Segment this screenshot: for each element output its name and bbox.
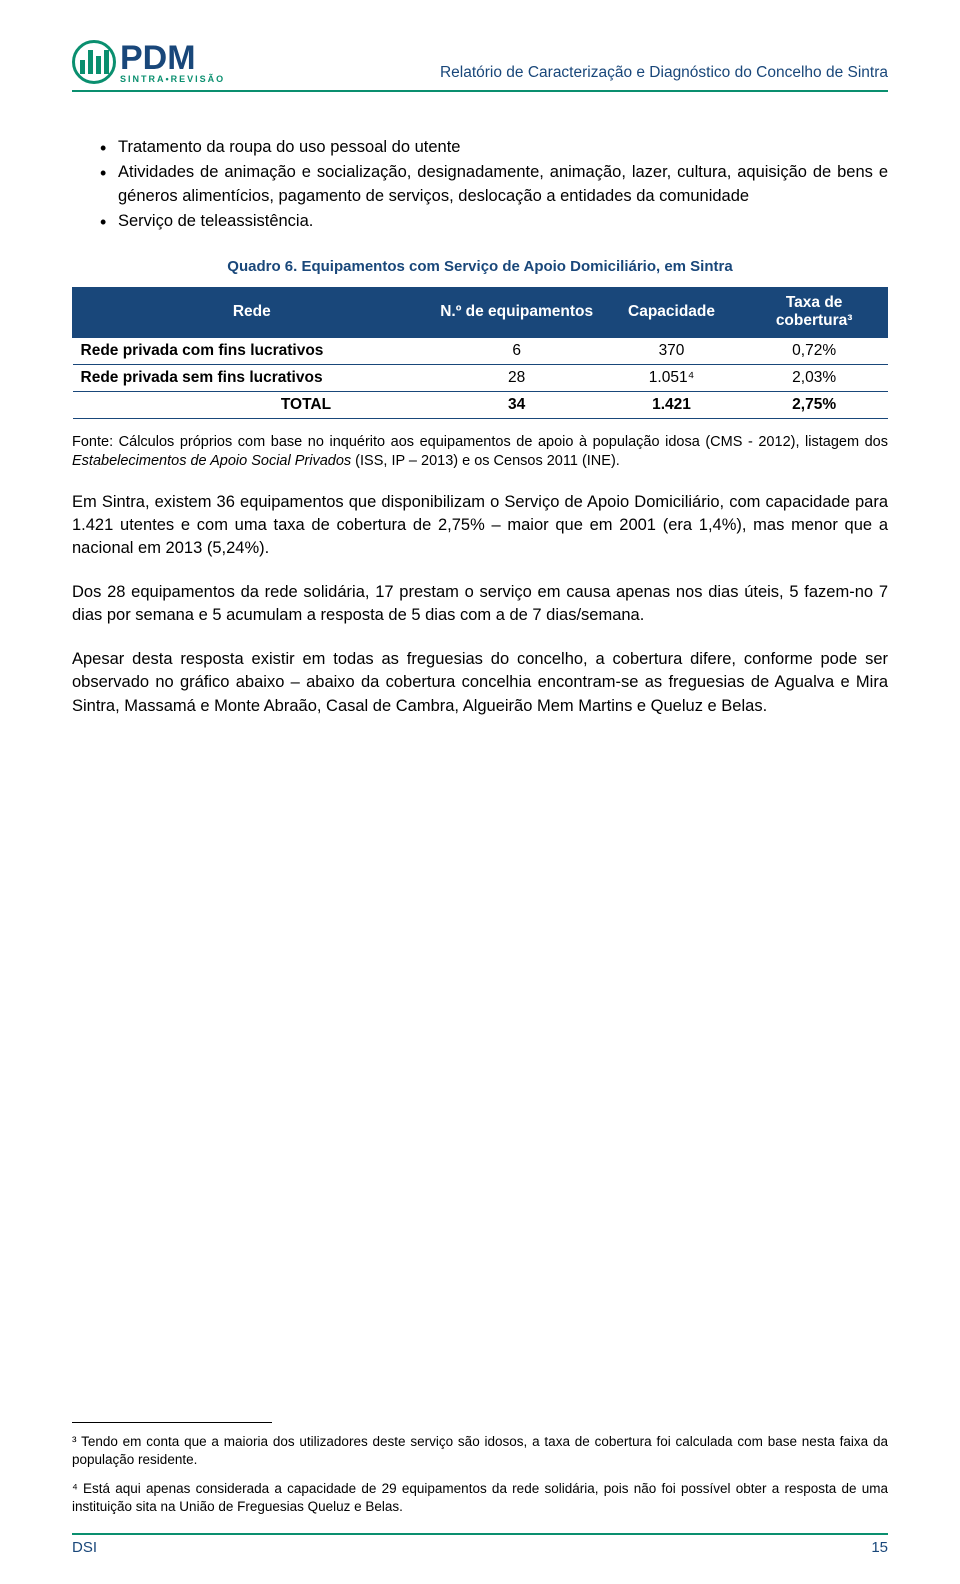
logo: PDM SINTRA•REVISÃO (72, 40, 225, 84)
list-item: Atividades de animação e socialização, d… (100, 161, 888, 208)
col-header: Taxa de cobertura³ (741, 287, 888, 337)
col-header: Rede (73, 287, 432, 337)
logo-sub-text: SINTRA•REVISÃO (120, 75, 225, 84)
col-header: Capacidade (602, 287, 741, 337)
cell-value: 6 (431, 337, 602, 364)
cell-value: 2,03% (741, 364, 888, 391)
cell-value: 1.421 (602, 391, 741, 418)
footnote-rule (72, 1422, 272, 1423)
page-footer: DSI 15 (72, 1533, 888, 1556)
table-row: Rede privada sem fins lucrativos 28 1.05… (73, 364, 888, 391)
cell-value: 0,72% (741, 337, 888, 364)
cell-value: 370 (602, 337, 741, 364)
list-item: Serviço de teleassistência. (100, 210, 888, 233)
cell-label: Rede privada com fins lucrativos (73, 337, 432, 364)
header-title: Relatório de Caracterização e Diagnóstic… (440, 64, 888, 84)
table-row: Rede privada com fins lucrativos 6 370 0… (73, 337, 888, 364)
cell-label: TOTAL (73, 391, 432, 418)
logo-main-text: PDM (120, 41, 225, 75)
footer-right: 15 (871, 1539, 888, 1556)
footnote: ⁴ Está aqui apenas considerada a capacid… (72, 1480, 888, 1516)
body-paragraph: Apesar desta resposta existir em todas a… (72, 648, 888, 718)
body-paragraph: Dos 28 equipamentos da rede solidária, 1… (72, 581, 888, 628)
table-row-total: TOTAL 34 1.421 2,75% (73, 391, 888, 418)
source-text: Fonte: Cálculos próprios com base no inq… (72, 434, 888, 450)
col-header: N.º de equipamentos (431, 287, 602, 337)
cell-label: Rede privada sem fins lucrativos (73, 364, 432, 391)
cell-value: 2,75% (741, 391, 888, 418)
table-source: Fonte: Cálculos próprios com base no inq… (72, 433, 888, 471)
cell-value: 28 (431, 364, 602, 391)
table-caption: Quadro 6. Equipamentos com Serviço de Ap… (72, 258, 888, 275)
logo-icon (72, 40, 116, 84)
footnotes: ³ Tendo em conta que a maioria dos utili… (72, 1422, 888, 1526)
source-italic: Estabelecimentos de Apoio Social Privado… (72, 453, 351, 469)
cell-value: 1.051⁴ (602, 364, 741, 391)
list-item: Tratamento da roupa do uso pessoal do ut… (100, 136, 888, 159)
footnote: ³ Tendo em conta que a maioria dos utili… (72, 1433, 888, 1469)
source-text: (ISS, IP – 2013) e os Censos 2011 (INE). (351, 453, 620, 469)
footer-left: DSI (72, 1539, 97, 1556)
equipment-table: Rede N.º de equipamentos Capacidade Taxa… (72, 287, 888, 419)
page-header: PDM SINTRA•REVISÃO Relatório de Caracter… (72, 40, 888, 92)
body-paragraph: Em Sintra, existem 36 equipamentos que d… (72, 491, 888, 561)
cell-value: 34 (431, 391, 602, 418)
bullet-list: Tratamento da roupa do uso pessoal do ut… (72, 136, 888, 234)
